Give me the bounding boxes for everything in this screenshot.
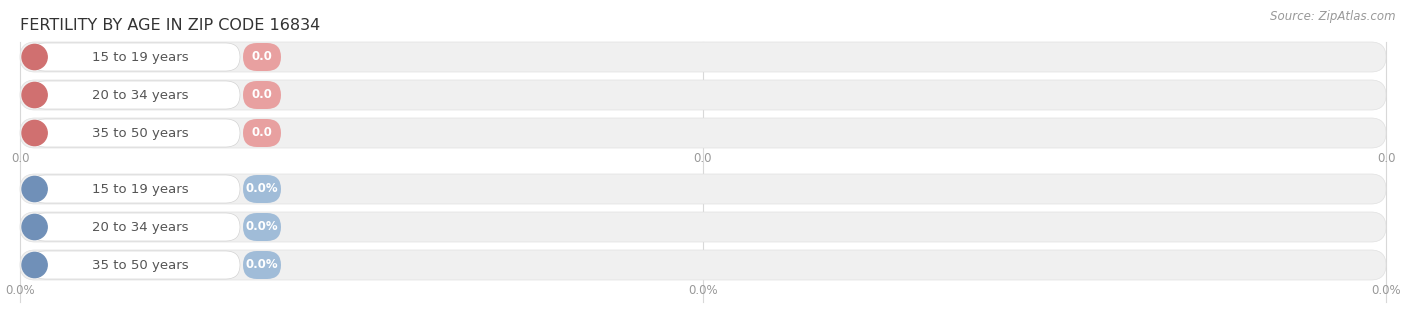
- Text: 0.0: 0.0: [11, 152, 30, 165]
- Text: 0.0%: 0.0%: [246, 182, 278, 195]
- Circle shape: [22, 82, 48, 108]
- Text: 35 to 50 years: 35 to 50 years: [93, 126, 188, 140]
- Text: FERTILITY BY AGE IN ZIP CODE 16834: FERTILITY BY AGE IN ZIP CODE 16834: [20, 18, 321, 33]
- Text: 15 to 19 years: 15 to 19 years: [93, 182, 188, 195]
- FancyBboxPatch shape: [20, 118, 1386, 148]
- Text: 0.0%: 0.0%: [246, 220, 278, 234]
- FancyBboxPatch shape: [243, 213, 281, 241]
- Text: 0.0: 0.0: [693, 152, 713, 165]
- FancyBboxPatch shape: [243, 175, 281, 203]
- FancyBboxPatch shape: [20, 250, 1386, 280]
- Circle shape: [22, 214, 48, 240]
- Text: 0.0%: 0.0%: [688, 284, 718, 297]
- FancyBboxPatch shape: [243, 81, 281, 109]
- FancyBboxPatch shape: [31, 213, 240, 241]
- Text: 15 to 19 years: 15 to 19 years: [93, 50, 188, 63]
- FancyBboxPatch shape: [31, 81, 240, 109]
- Text: 20 to 34 years: 20 to 34 years: [93, 220, 188, 234]
- Text: 0.0: 0.0: [252, 126, 273, 140]
- Text: 0.0: 0.0: [252, 50, 273, 63]
- Circle shape: [22, 252, 48, 278]
- FancyBboxPatch shape: [243, 43, 281, 71]
- FancyBboxPatch shape: [243, 119, 281, 147]
- FancyBboxPatch shape: [20, 174, 1386, 204]
- Text: 35 to 50 years: 35 to 50 years: [93, 258, 188, 272]
- Text: 0.0%: 0.0%: [6, 284, 35, 297]
- FancyBboxPatch shape: [20, 80, 1386, 110]
- Text: Source: ZipAtlas.com: Source: ZipAtlas.com: [1271, 10, 1396, 23]
- Text: 0.0: 0.0: [252, 88, 273, 102]
- Text: 0.0%: 0.0%: [1371, 284, 1400, 297]
- FancyBboxPatch shape: [31, 175, 240, 203]
- Circle shape: [22, 120, 48, 146]
- FancyBboxPatch shape: [20, 42, 1386, 72]
- FancyBboxPatch shape: [31, 43, 240, 71]
- FancyBboxPatch shape: [243, 251, 281, 279]
- Circle shape: [22, 45, 48, 70]
- Text: 20 to 34 years: 20 to 34 years: [93, 88, 188, 102]
- Text: 0.0: 0.0: [1376, 152, 1395, 165]
- FancyBboxPatch shape: [31, 251, 240, 279]
- Text: 0.0%: 0.0%: [246, 258, 278, 272]
- FancyBboxPatch shape: [20, 212, 1386, 242]
- FancyBboxPatch shape: [31, 119, 240, 147]
- Circle shape: [22, 177, 48, 202]
